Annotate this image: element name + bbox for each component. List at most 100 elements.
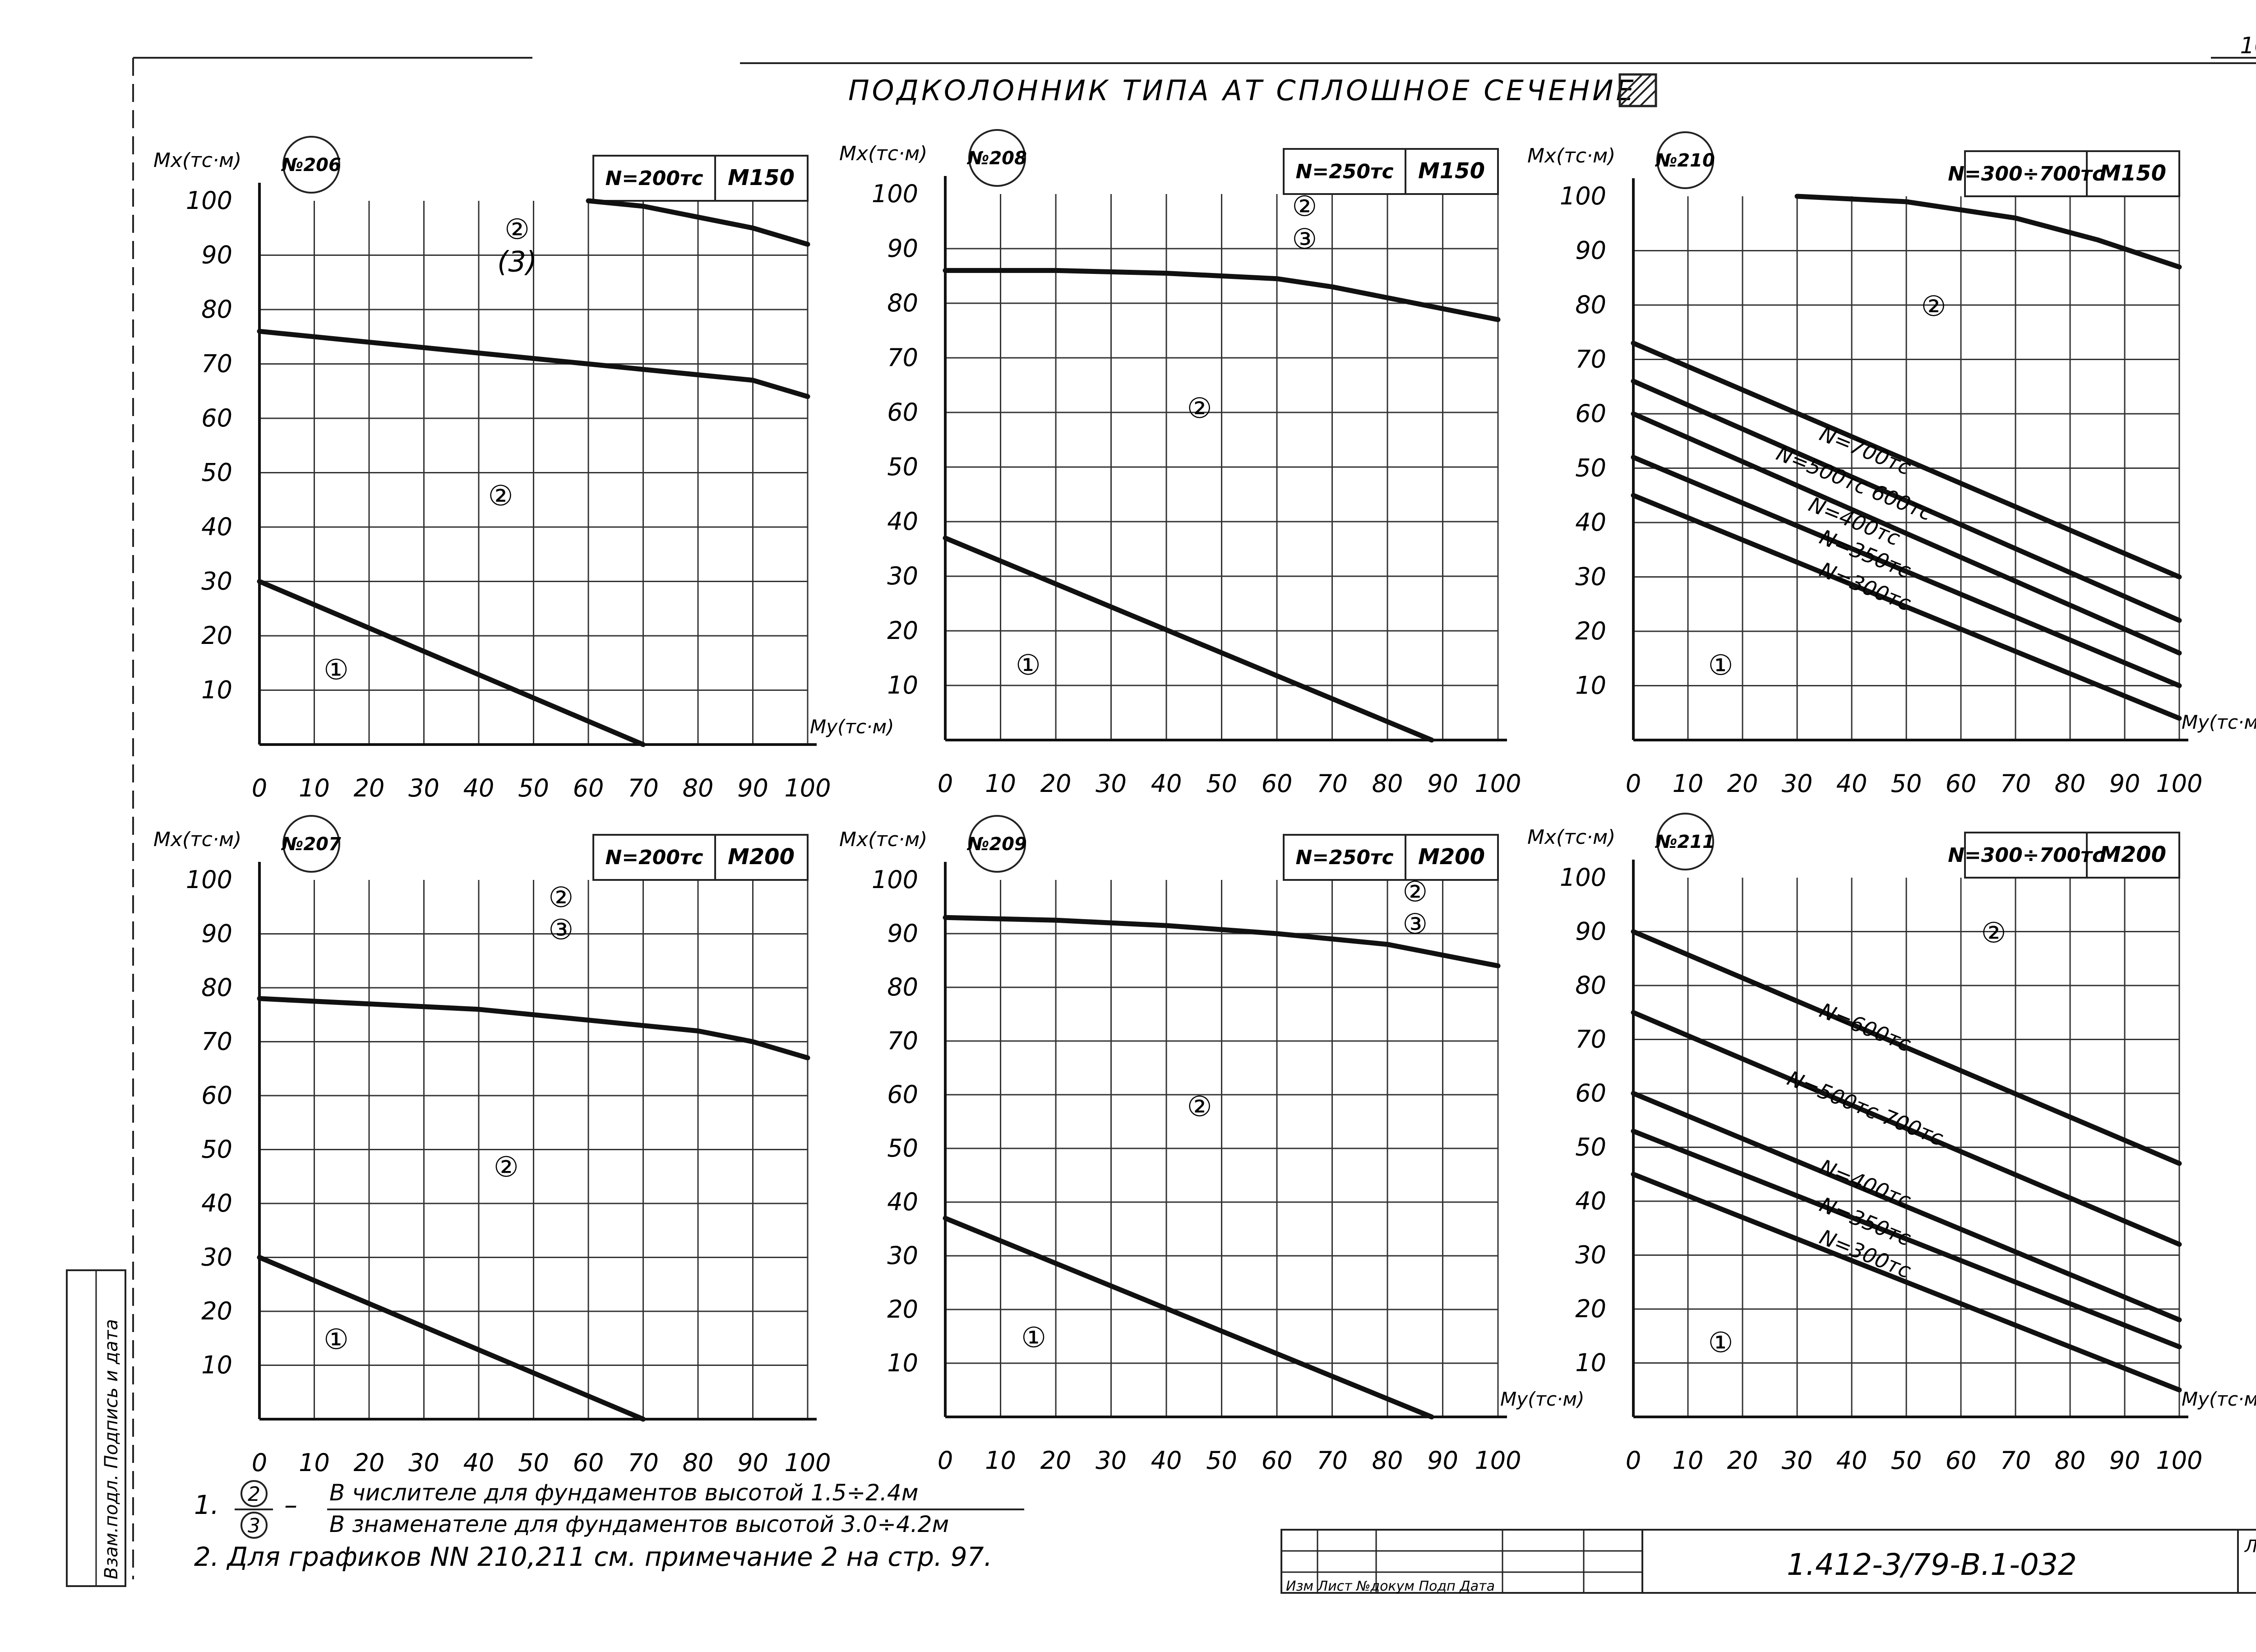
y-axis-label: Мх(тс·м) (839, 142, 927, 165)
note-1-denominator: 3 (248, 1514, 260, 1537)
header-n: N=300÷700тс (1948, 844, 2104, 867)
chart-id: №210 (1655, 150, 1715, 171)
chart-annotation: N=500тс 700тс (1784, 1066, 1947, 1151)
x-tick-label: 40 (1151, 769, 1182, 798)
y-tick-label: 100 (186, 865, 232, 894)
y-tick-label: 30 (201, 1243, 232, 1272)
series-line-1 (1631, 1010, 2182, 1247)
chart-header: N=200тс M200 (592, 834, 809, 881)
x-tick-label: 70 (1317, 769, 1348, 798)
x-tick-label: 20 (1040, 1446, 1072, 1475)
x-tick-label: 20 (354, 1448, 385, 1477)
x-tick-label: 70 (2000, 769, 2031, 798)
x-tick-label: 50 (1891, 769, 1922, 798)
y-tick-label: 60 (887, 1080, 918, 1109)
sheet-number: 100 (2240, 32, 2256, 59)
x-tick-label: 60 (573, 1448, 604, 1477)
y-tick-label: 30 (1575, 563, 1606, 591)
x-tick-label: 90 (2109, 1446, 2140, 1475)
y-tick-label: 70 (201, 1027, 232, 1056)
x-tick-label: 100 (1475, 769, 1521, 798)
x-tick-label: 40 (463, 1448, 495, 1477)
x-tick-label: 100 (2156, 1446, 2202, 1475)
y-tick-label: 60 (201, 404, 232, 432)
x-axis-label: Му(тс·м) (2182, 711, 2256, 733)
x-tick-label: 100 (1475, 1446, 1521, 1475)
y-tick-label: 30 (887, 1241, 918, 1270)
chart-id-badge: №208 (966, 129, 1027, 187)
x-tick-label: 80 (2055, 1446, 2086, 1475)
chart-id: №207 (281, 834, 341, 855)
series-line-4 (1631, 1171, 2182, 1393)
x-tick-label: 90 (1427, 769, 1458, 798)
header-m: M200 (2099, 842, 2166, 867)
x-axis-label: Му(тс·м) (1500, 1388, 1584, 1410)
y-tick-label: 100 (1560, 863, 1606, 892)
y-tick-label: 100 (186, 186, 232, 215)
chart-annotation: ① (1708, 648, 1734, 681)
x-tick-label: 60 (1262, 1446, 1293, 1475)
y-tick-label: 20 (201, 621, 232, 650)
side-stamp-text: Взам.подл. Подпись и дата (101, 1319, 122, 1579)
x-tick-label: 80 (1372, 1446, 1403, 1475)
header-n: N=200тс (605, 846, 703, 869)
series-line-0 (257, 1255, 646, 1422)
y-tick-label: 60 (1575, 399, 1606, 428)
y-tick-label: 10 (1575, 671, 1606, 700)
y-tick-label: 100 (872, 180, 918, 208)
chart-header: N=250тс M200 (1283, 834, 1499, 881)
series-line-0 (1631, 340, 2182, 579)
chart-annotation: ② (494, 1150, 519, 1183)
y-tick-label: 80 (1575, 291, 1606, 319)
x-tick-label: 50 (1891, 1446, 1922, 1475)
y-tick-label: 80 (201, 295, 232, 324)
x-tick-label: 0 (1626, 1446, 1641, 1475)
x-tick-label: 0 (938, 1446, 953, 1475)
y-tick-label: 60 (887, 398, 918, 426)
x-tick-label: 60 (1946, 1446, 1977, 1475)
y-tick-label: 80 (887, 973, 918, 1001)
note-1-numerator: 2 (248, 1483, 260, 1506)
x-tick-label: 100 (2156, 769, 2202, 798)
y-tick-label: 90 (201, 920, 232, 948)
chart-annotation: (3) (497, 245, 537, 278)
chart-id-badge: №206 (281, 136, 341, 194)
series-line-2 (1631, 1091, 2182, 1323)
x-tick-label: 10 (985, 1446, 1016, 1475)
sheet-label: Лист (2244, 1536, 2256, 1556)
x-tick-label: 90 (2109, 769, 2140, 798)
x-tick-label: 10 (985, 769, 1016, 798)
y-tick-label: 40 (887, 507, 918, 536)
y-tick-label: 100 (1560, 182, 1606, 210)
hatch-section-icon (1618, 73, 1657, 107)
y-tick-label: 70 (887, 1027, 918, 1055)
x-tick-label: 10 (299, 1448, 330, 1477)
chart-id: №208 (966, 148, 1027, 169)
y-tick-label: 50 (887, 1134, 918, 1162)
y-axis-label: Мх(тс·м) (839, 828, 927, 851)
y-tick-label: 90 (201, 241, 232, 269)
x-tick-label: 40 (1836, 1446, 1868, 1475)
y-tick-label: 10 (887, 1349, 918, 1377)
header-n: N=300÷700тс (1948, 162, 2104, 185)
x-tick-label: 0 (938, 769, 953, 798)
y-tick-label: 70 (201, 350, 232, 378)
side-stamp: Взам.подл. Подпись и дата (66, 1269, 126, 1587)
x-tick-label: 70 (2000, 1446, 2031, 1475)
series-line-0 (943, 1216, 1434, 1420)
x-tick-label: 90 (737, 774, 768, 802)
chart-annotation: ③ (1292, 222, 1317, 255)
x-tick-label: 40 (1151, 1446, 1182, 1475)
x-tick-label: 0 (252, 774, 267, 802)
x-tick-label: 40 (463, 774, 495, 802)
y-tick-label: 80 (1575, 971, 1606, 1000)
chart-annotation: ② (1402, 875, 1428, 908)
series-line-3 (1631, 1129, 2182, 1350)
series-line-5 (1794, 194, 2182, 270)
x-tick-label: 100 (784, 1448, 831, 1477)
x-tick-label: 100 (784, 774, 831, 802)
x-axis-label: Му(тс·м) (2182, 1388, 2256, 1410)
y-tick-label: 20 (201, 1297, 232, 1325)
